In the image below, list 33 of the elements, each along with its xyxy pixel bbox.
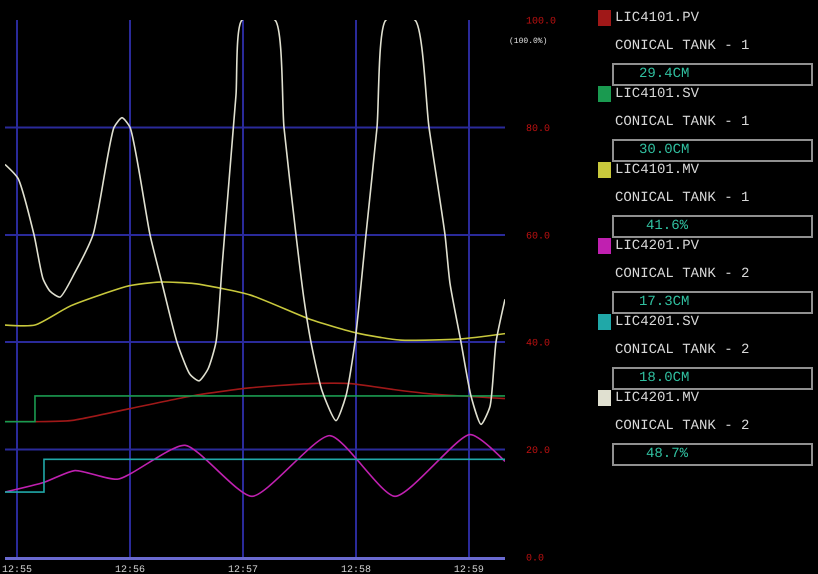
text: (100.0%): [509, 37, 548, 46]
text: 30.0CM: [639, 142, 690, 158]
text: 48.7%: [646, 446, 689, 462]
text: 17.3CM: [639, 294, 690, 310]
legend-label: LIC4201.SV: [615, 314, 700, 330]
x-tick-label: 12:55: [2, 565, 32, 574]
text: CONICAL TANK - 2: [615, 342, 750, 358]
text: 41.6%: [646, 218, 689, 234]
legend-label: LIC4101.MV: [615, 162, 700, 178]
legend-label: LIC4201.PV: [615, 238, 700, 254]
text: CONICAL TANK - 2: [615, 418, 750, 434]
legend-label: LIC4101.SV: [615, 86, 700, 102]
text: CONICAL TANK - 2: [615, 266, 750, 282]
legend-label: LIC4101.PV: [615, 10, 700, 26]
line-series: [5, 20, 505, 426]
x-tick-label: 12:58: [340, 565, 371, 574]
line-series: [5, 434, 505, 498]
y-tick-label: 60.0: [526, 231, 550, 242]
line-series: [5, 281, 505, 342]
x-tick-label: 12:59: [454, 565, 484, 574]
text: CONICAL TANK - 1: [615, 38, 750, 54]
text: 18.0CM: [639, 370, 690, 386]
y-tick-label: 40.0: [526, 338, 550, 350]
text: CONICAL TANK - 1: [615, 114, 750, 130]
text: CONICAL TANK - 1: [615, 190, 750, 206]
x-tick-label: 12:57: [228, 565, 258, 574]
y-tick-label: 0.0: [526, 554, 544, 564]
text: 29.4CM: [639, 66, 690, 82]
y-tick-label: 100.0: [526, 16, 556, 28]
y-tick-label: 20.0: [526, 446, 550, 458]
y-tick-label: 80.0: [526, 124, 550, 135]
x-tick-label: 12:56: [114, 565, 145, 574]
legend-label: LIC4201.MV: [615, 390, 700, 406]
